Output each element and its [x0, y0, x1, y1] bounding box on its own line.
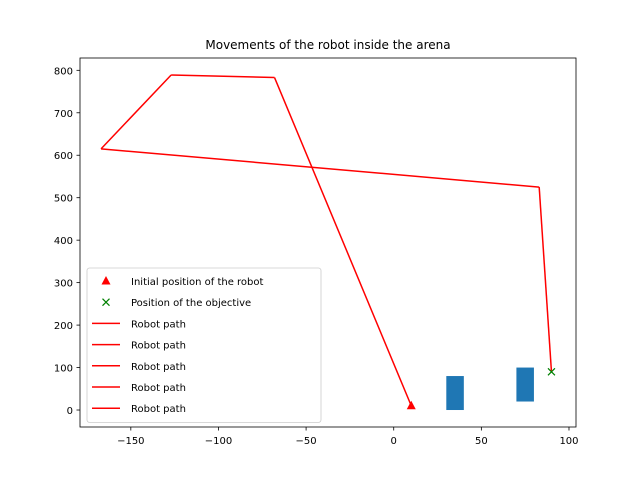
legend-label: Robot path	[131, 341, 186, 352]
x-tick-label: 0	[391, 436, 397, 447]
legend-label: Robot path	[131, 362, 186, 373]
legend-label: Initial position of the robot	[131, 277, 264, 288]
y-tick-label: 500	[54, 194, 73, 205]
legend: Initial position of the robot Position of…	[86, 267, 322, 423]
y-tick-label: 400	[54, 236, 73, 247]
y-tick-label: 200	[54, 321, 73, 332]
legend-objective-marker	[102, 298, 110, 307]
legend-frame	[86, 267, 322, 423]
obstacle-1	[446, 376, 464, 411]
x-tick-label: 50	[475, 436, 488, 447]
legend-label: Robot path	[131, 319, 186, 330]
robot-path-segment-1	[273, 77, 412, 407]
legend-label: Position of the objective	[131, 298, 251, 309]
x-tick-label: 100	[559, 436, 578, 447]
objective-marker	[547, 367, 556, 376]
robot-path-segment-4	[100, 148, 540, 188]
y-tick-label: 700	[54, 109, 73, 120]
robot-path-segment-2	[171, 74, 275, 79]
x-tick-label: −150	[117, 436, 144, 447]
y-tick-label: 300	[54, 279, 73, 290]
legend-label: Robot path	[131, 383, 186, 394]
robot-path-segment-5	[538, 187, 553, 372]
legend-label: Robot path	[131, 404, 186, 415]
x-tick-label: −50	[296, 436, 317, 447]
obstacle-2	[516, 367, 534, 402]
y-tick-label: 0	[67, 406, 73, 417]
axes-frame	[79, 57, 577, 428]
y-tick-label: 800	[54, 66, 73, 77]
y-tick-label: 100	[54, 364, 73, 375]
legend-initial-marker	[101, 276, 111, 285]
chart-title: Movements of the robot inside the arena	[205, 38, 450, 52]
y-tick-label: 600	[54, 151, 73, 162]
plot-area: −150 −100 −50 0 50 100 0 100 200 300 400 500 600 700 8…	[54, 57, 579, 447]
robot-path-segment-3	[100, 74, 172, 150]
initial-position-marker	[406, 400, 416, 410]
x-tick-label: −100	[205, 436, 232, 447]
